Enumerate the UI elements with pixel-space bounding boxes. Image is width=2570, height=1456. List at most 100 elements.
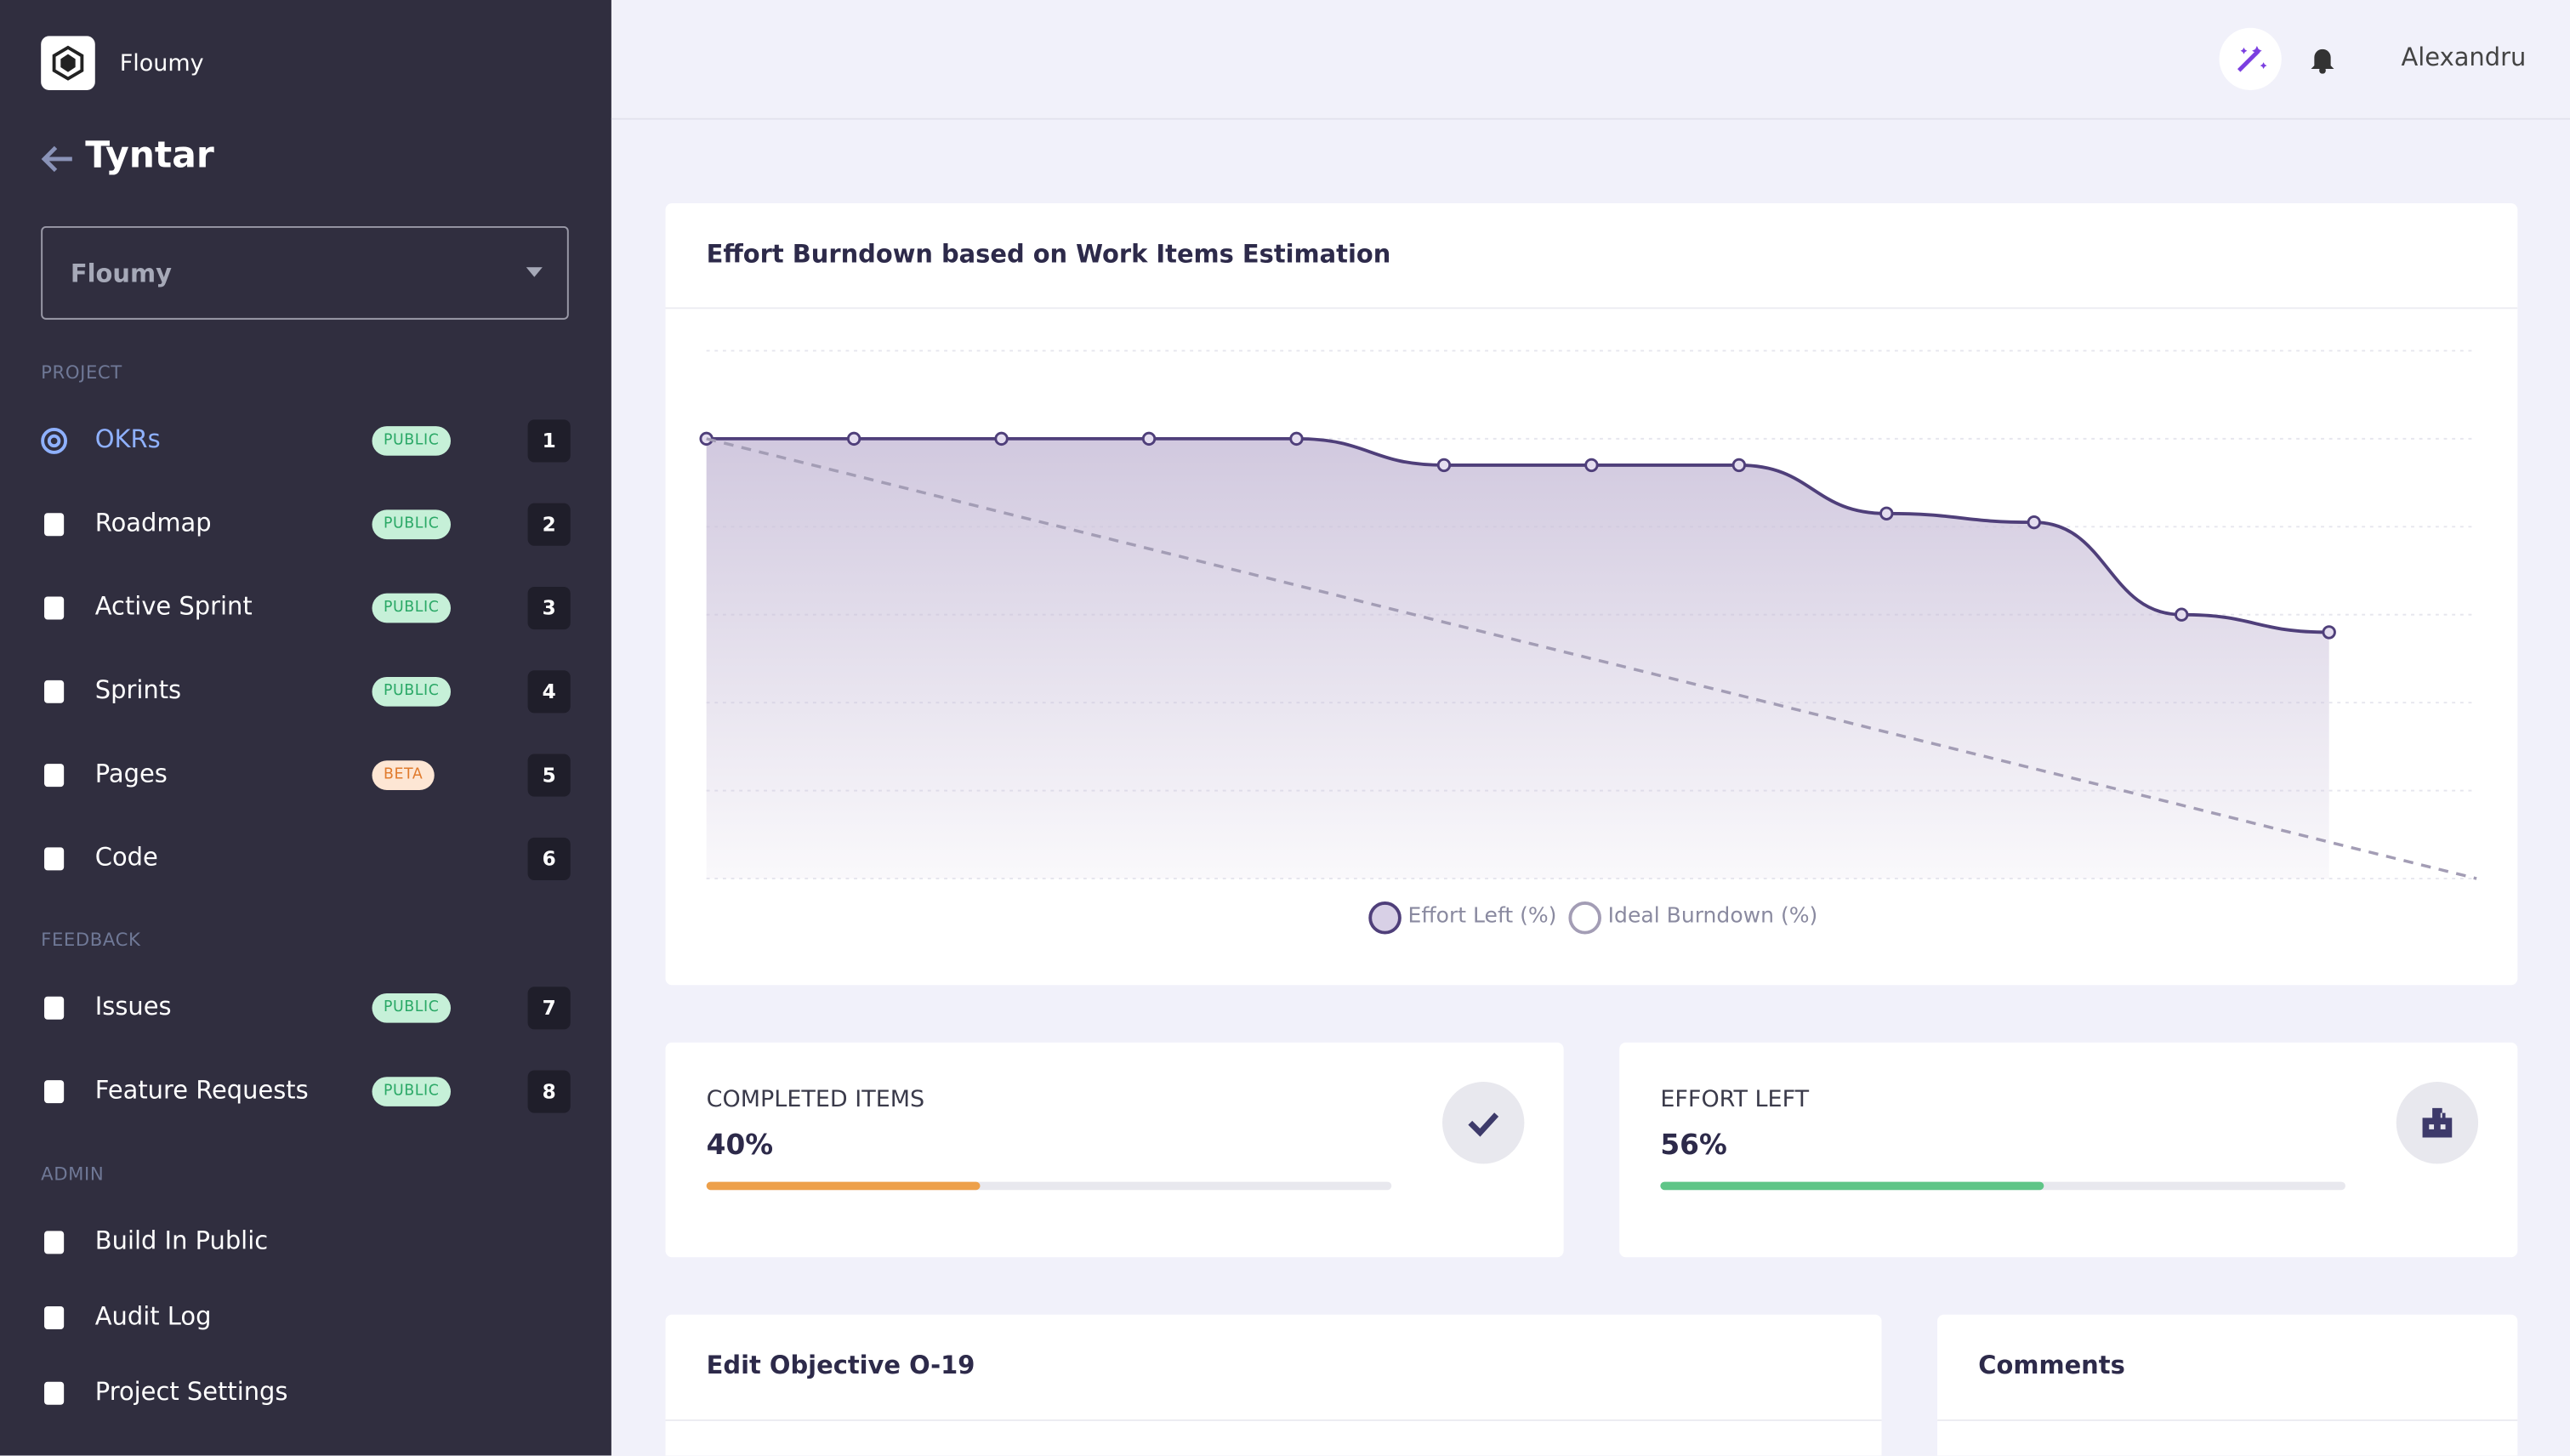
nav-label[interactable]: Project Settings: [94, 1376, 288, 1407]
nav-icon: [44, 1231, 65, 1254]
panel-title: Comments: [1978, 1351, 2125, 1380]
check: [1468, 1112, 1499, 1137]
glyph: [44, 513, 65, 537]
badge: PUBLIC: [372, 593, 451, 623]
shortcut-key: 4: [527, 670, 571, 714]
nav-icon: [44, 1080, 65, 1104]
stat-label: COMPLETED ITEMS: [706, 1086, 925, 1113]
badge: PUBLIC: [372, 676, 451, 707]
divider: [665, 1419, 1882, 1421]
nav-icon: [41, 428, 68, 454]
progress-bar: [706, 1181, 981, 1191]
magic-button[interactable]: [2219, 27, 2282, 91]
nav-label[interactable]: Active Sprint: [94, 591, 253, 622]
point: [2027, 515, 2041, 530]
badge: PUBLIC: [372, 992, 451, 1023]
nav-label[interactable]: Code: [94, 842, 158, 873]
point: [1879, 506, 1894, 520]
glyph: [44, 764, 65, 788]
legend-swatch[interactable]: [1368, 901, 1402, 935]
stat-value: 56%: [1660, 1129, 1727, 1163]
nav-label[interactable]: Roadmap: [94, 508, 212, 538]
progress-bar: [1660, 1181, 2044, 1191]
chart-title: Effort Burndown based on Work Items Esti…: [707, 240, 1391, 269]
progress-track: [706, 1181, 1392, 1191]
point: [1584, 458, 1599, 473]
panel-title: Edit Objective O-19: [706, 1351, 975, 1380]
panel: Comments: [1937, 1314, 2518, 1456]
panel: Edit Objective O-19: [665, 1314, 1882, 1456]
section-title: ADMIN: [41, 1163, 105, 1186]
select-value: Floumy: [70, 259, 172, 289]
line: [706, 436, 2329, 634]
badge: PUBLIC: [372, 426, 451, 456]
stat-value: 40%: [706, 1129, 774, 1163]
shortcut-key: 6: [527, 837, 571, 880]
project-name: Tyntar: [85, 135, 214, 178]
point: [1289, 431, 1304, 446]
nav-label[interactable]: Feature Requests: [94, 1075, 309, 1106]
nav-label[interactable]: Build In Public: [94, 1226, 269, 1256]
glyph: [44, 1306, 65, 1330]
nav-label[interactable]: Pages: [94, 759, 168, 789]
legend-swatch[interactable]: [1568, 901, 1601, 935]
nav-label[interactable]: OKRs: [94, 424, 161, 454]
divider: [1937, 1419, 2518, 1421]
nav-icon: [44, 764, 65, 788]
brand: Floumy: [119, 50, 204, 77]
glyph: [44, 680, 65, 703]
ring: [41, 428, 68, 454]
section-title: FEEDBACK: [41, 929, 141, 951]
nav-icon: [44, 513, 65, 537]
nav-label[interactable]: Audit Log: [94, 1301, 212, 1331]
badge: PUBLIC: [372, 509, 451, 540]
badge: BETA: [372, 760, 435, 790]
legend-label[interactable]: Ideal Burndown (%): [1608, 902, 1818, 927]
stat-card: EFFORT LEFT 56%: [1619, 1042, 2518, 1258]
user-name[interactable]: Alexandru: [2401, 43, 2527, 72]
back-arrow[interactable]: [39, 143, 75, 176]
top-bar: Alexandru: [611, 0, 2570, 120]
nav-label[interactable]: Issues: [94, 992, 172, 1021]
legend-label[interactable]: Effort Left (%): [1408, 902, 1557, 927]
glyph: [44, 1381, 65, 1405]
glyph: [44, 847, 65, 871]
glyph: [44, 1080, 65, 1104]
point: [2175, 607, 2189, 622]
project-select[interactable]: Floumy: [41, 225, 569, 320]
building: [2422, 1107, 2453, 1138]
icon: [1468, 1112, 1499, 1137]
point: [1141, 431, 1157, 446]
glyph: [44, 996, 65, 1020]
point: [846, 431, 861, 446]
point: [994, 431, 1009, 446]
dot: [47, 434, 61, 448]
glyph: [44, 1231, 65, 1254]
nav-icon: [44, 680, 65, 703]
shortcut-key: 8: [527, 1070, 571, 1113]
area: [706, 438, 2329, 879]
stat-icon: [2396, 1082, 2479, 1164]
point: [2322, 625, 2336, 640]
nav-icon: [44, 1306, 65, 1330]
nav-icon: [44, 996, 65, 1020]
point: [1731, 458, 1747, 473]
section-title: PROJECT: [41, 361, 122, 384]
stat-card: COMPLETED ITEMS 40%: [665, 1042, 1564, 1258]
nav-label[interactable]: Sprints: [94, 675, 182, 705]
badge: PUBLIC: [372, 1077, 451, 1106]
point: [1436, 458, 1452, 473]
bell-icon[interactable]: [2310, 44, 2336, 74]
nav-icon: [44, 847, 65, 871]
shortcut-key: 1: [527, 419, 571, 463]
stat-label: EFFORT LEFT: [1660, 1086, 1810, 1113]
nav-icon: [44, 1381, 65, 1405]
logo[interactable]: [41, 36, 95, 91]
shortcut-key: 5: [527, 754, 571, 797]
caret: [526, 267, 543, 277]
wand-icon: [2237, 45, 2267, 72]
shortcut-key: 7: [527, 987, 571, 1030]
chart: Effort Burndown based on Work Items Esti…: [665, 240, 2518, 935]
